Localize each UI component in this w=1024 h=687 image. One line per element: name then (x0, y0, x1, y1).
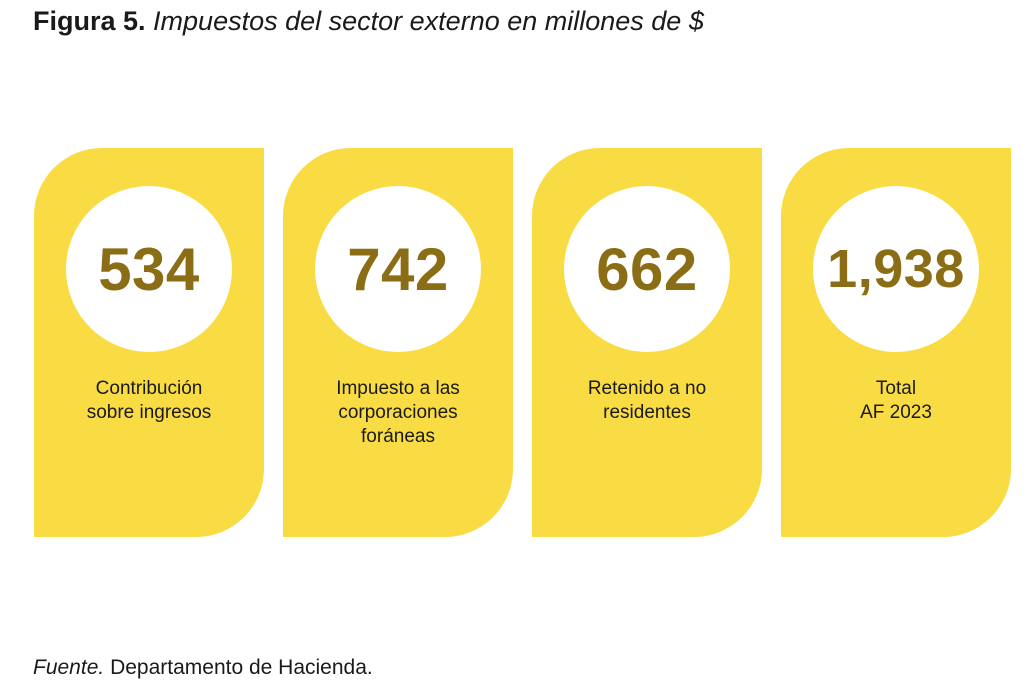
metric-value: 662 (596, 235, 698, 303)
figure-caption: Impuestos del sector externo en millones… (153, 6, 704, 36)
metric-value: 1,938 (827, 239, 965, 299)
figure-number: Figura 5. (33, 6, 146, 36)
metric-label: Total AF 2023 (781, 377, 1011, 425)
metric-label: Contribución sobre ingresos (34, 377, 264, 425)
value-circle: 1,938 (813, 186, 979, 352)
source-text: Departamento de Hacienda. (110, 656, 373, 679)
metric-label-line: Impuesto a las (336, 378, 460, 399)
source-label: Fuente. (33, 656, 105, 679)
metric-label-line: sobre ingresos (86, 402, 212, 423)
metric-label-line: Contribución (95, 378, 203, 399)
metric-label-line: corporaciones (338, 402, 458, 423)
metric-label-line: residentes (603, 402, 691, 423)
metric-card: 1,938 Total AF 2023 (781, 148, 1011, 537)
metric-label-line: AF 2023 (860, 402, 932, 423)
metric-label-line: Total (875, 378, 917, 399)
metric-label-line: foráneas (361, 426, 435, 447)
value-circle: 534 (66, 186, 232, 352)
source-note: Fuente. Departamento de Hacienda. (33, 655, 373, 681)
metric-label-line: Retenido a no (587, 378, 707, 399)
value-circle: 742 (315, 186, 481, 352)
metric-label: Impuesto a las corporaciones foráneas (283, 377, 513, 449)
metric-value: 534 (98, 235, 200, 303)
figure-title: Figura 5. Impuestos del sector externo e… (33, 4, 704, 38)
metric-value: 742 (347, 235, 449, 303)
metric-card: 662 Retenido a no residentes (532, 148, 762, 537)
metric-label: Retenido a no residentes (532, 377, 762, 425)
value-circle: 662 (564, 186, 730, 352)
metric-card: 742 Impuesto a las corporaciones foráneas (283, 148, 513, 537)
metric-card: 534 Contribución sobre ingresos (34, 148, 264, 537)
